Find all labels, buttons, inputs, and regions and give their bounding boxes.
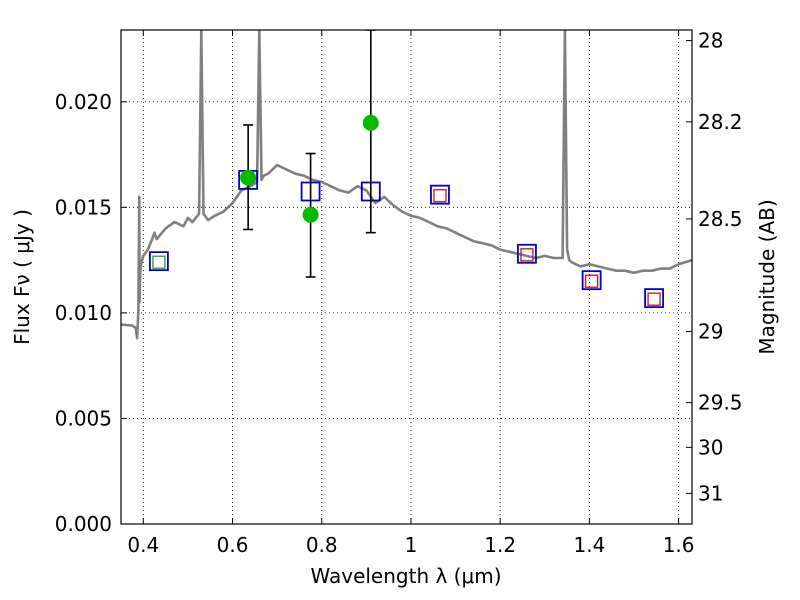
x-tick-label: 0.4 — [127, 533, 159, 557]
photometry-square-marker — [647, 292, 661, 306]
right-tick-label: 28.2 — [698, 110, 743, 134]
y-tick-label: 0.020 — [55, 90, 112, 114]
right-tick-label: 28.5 — [698, 207, 743, 231]
photometry-square-marker — [581, 270, 602, 291]
right-tick-label: 29.5 — [698, 391, 743, 415]
photometry-square-marker — [644, 288, 664, 309]
x-tick-label: 0.8 — [306, 533, 338, 557]
x-axis-label: Wavelength λ (μm) — [310, 564, 501, 588]
photometry-square-marker — [517, 243, 537, 264]
x-tick-label: 0.6 — [217, 533, 249, 557]
x-tick-label: 1.6 — [663, 533, 695, 557]
axis-ticks: 0.4 0.6 0.8 1 1.2 1.4 1.6 0.000 0.005 0.010 0.015 0… — [55, 29, 743, 557]
photometry-square-marker — [149, 251, 169, 272]
x-tick-label: 1.4 — [573, 533, 605, 557]
right-tick-label: 31 — [698, 481, 723, 505]
plot-area — [121, 30, 692, 524]
x-tick-label: 1.2 — [484, 533, 516, 557]
photometry-square-marker — [430, 184, 450, 205]
photometry-square-marker — [584, 274, 599, 288]
photometry-square-marker — [152, 255, 166, 269]
y-tick-label: 0.000 — [55, 512, 112, 536]
y-tick-label: 0.015 — [55, 195, 112, 219]
series-layer — [121, 30, 692, 340]
y-tick-label: 0.010 — [55, 301, 112, 325]
right-tick-label: 30 — [698, 435, 723, 459]
y-tick-label: 0.005 — [55, 406, 112, 430]
right-tick-label: 29 — [698, 319, 723, 343]
template-spectrum-line — [121, 30, 692, 340]
right-tick-label: 28 — [698, 29, 723, 53]
photometry-square-marker — [433, 189, 447, 203]
plot-frame — [120, 29, 693, 525]
measured-flux-point — [362, 114, 379, 131]
photometry-square-marker — [520, 248, 534, 262]
y-axis-label-right: Magnitude (AB) — [755, 199, 779, 354]
x-tick-label: 1 — [405, 533, 418, 557]
y-axis-label: Flux Fν ( μJy ) — [10, 209, 34, 345]
measured-flux-point — [240, 169, 257, 186]
measured-flux-point — [302, 206, 319, 223]
